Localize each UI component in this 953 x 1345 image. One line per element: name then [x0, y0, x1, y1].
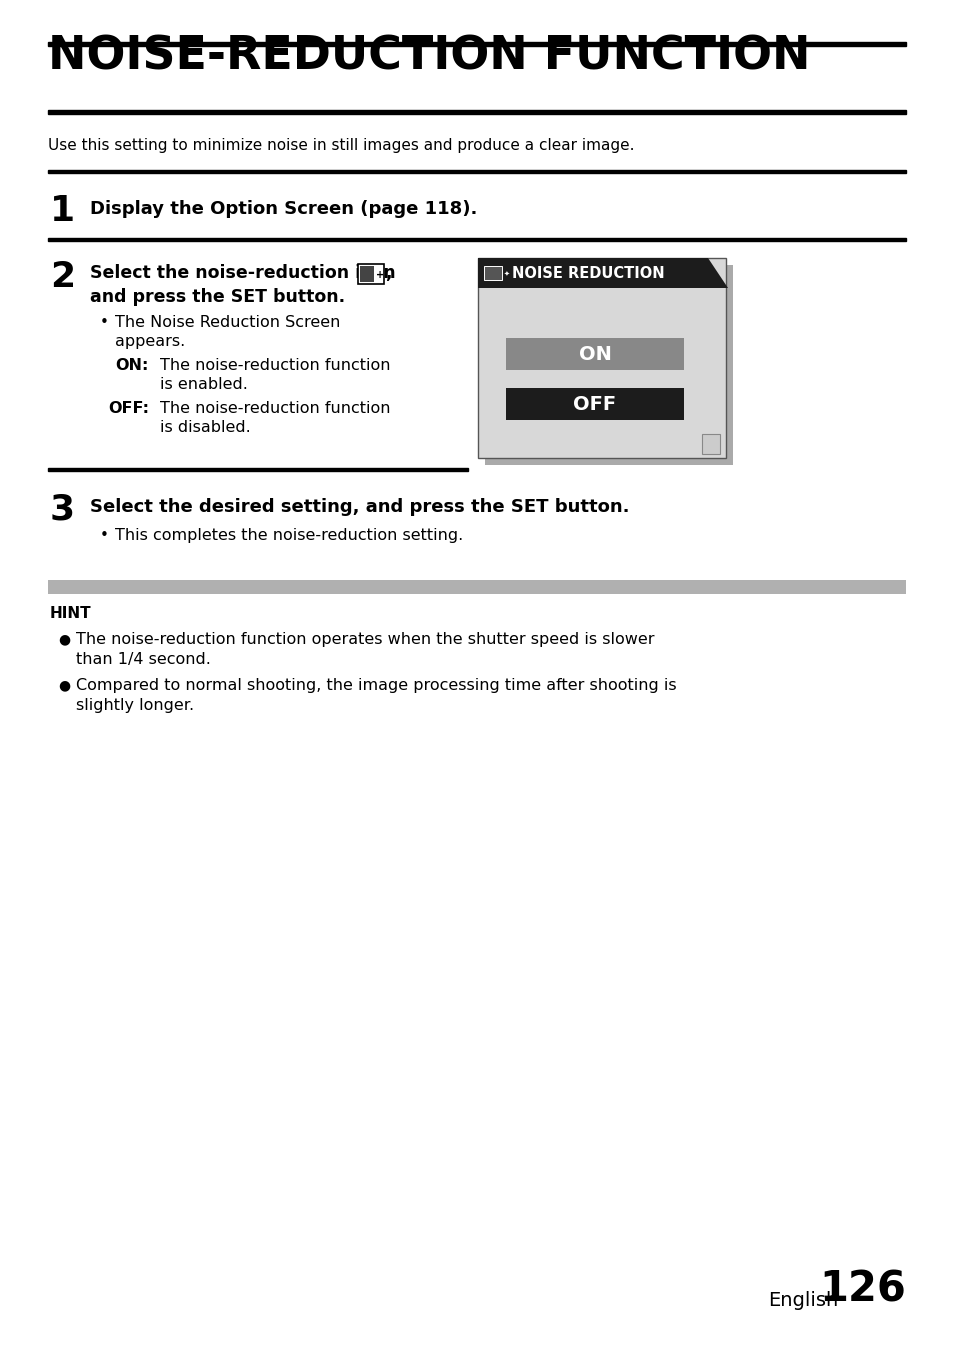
Text: OFF:: OFF: — [108, 401, 149, 416]
Text: The noise-reduction function: The noise-reduction function — [160, 401, 390, 416]
Text: is disabled.: is disabled. — [160, 420, 251, 434]
Text: •: • — [100, 315, 109, 330]
Text: NOISE-REDUCTION FUNCTION: NOISE-REDUCTION FUNCTION — [48, 35, 810, 79]
Text: ●: ● — [58, 632, 71, 646]
Text: 2: 2 — [50, 260, 75, 295]
Text: Select the desired setting, and press the SET button.: Select the desired setting, and press th… — [90, 498, 629, 516]
Text: 1: 1 — [50, 194, 75, 229]
Text: and press the SET button.: and press the SET button. — [90, 288, 345, 307]
Bar — [505, 387, 683, 420]
Text: appears.: appears. — [115, 334, 185, 348]
Text: ●: ● — [58, 678, 71, 691]
Text: The Noise Reduction Screen: The Noise Reduction Screen — [115, 315, 340, 330]
Bar — [48, 110, 905, 114]
Text: ,: , — [385, 264, 391, 282]
Text: ON:: ON: — [115, 358, 149, 373]
Bar — [357, 264, 384, 284]
Polygon shape — [477, 258, 727, 288]
Text: slightly longer.: slightly longer. — [76, 698, 193, 713]
Text: NOISE REDUCTION: NOISE REDUCTION — [512, 266, 664, 281]
Bar — [48, 580, 905, 594]
Text: is enabled.: is enabled. — [160, 377, 248, 391]
Text: Use this setting to minimize noise in still images and produce a clear image.: Use this setting to minimize noise in st… — [48, 139, 634, 153]
Bar — [505, 338, 683, 370]
Bar — [359, 266, 374, 282]
Bar — [484, 265, 732, 465]
Text: ✦: ✦ — [503, 270, 509, 277]
Text: English: English — [767, 1291, 837, 1310]
Text: Select the noise-reduction icon: Select the noise-reduction icon — [90, 264, 395, 282]
Text: ON: ON — [578, 346, 611, 364]
Text: OFF: OFF — [573, 395, 616, 414]
Text: than 1/4 second.: than 1/4 second. — [76, 652, 211, 667]
Text: Compared to normal shooting, the image processing time after shooting is: Compared to normal shooting, the image p… — [76, 678, 676, 693]
Text: •: • — [100, 529, 109, 543]
Text: 126: 126 — [819, 1268, 905, 1310]
Text: +: + — [375, 270, 384, 280]
Text: 3: 3 — [50, 492, 75, 526]
Bar — [48, 468, 468, 471]
Bar — [483, 266, 501, 280]
Text: This completes the noise-reduction setting.: This completes the noise-reduction setti… — [115, 529, 463, 543]
Bar — [48, 238, 905, 241]
Bar — [701, 434, 720, 455]
Text: HINT: HINT — [50, 607, 91, 621]
Text: The noise-reduction function operates when the shutter speed is slower: The noise-reduction function operates wh… — [76, 632, 654, 647]
Bar — [48, 169, 905, 174]
Bar — [48, 42, 905, 46]
Bar — [477, 258, 725, 459]
Text: Display the Option Screen (page 118).: Display the Option Screen (page 118). — [90, 200, 476, 218]
Text: The noise-reduction function: The noise-reduction function — [160, 358, 390, 373]
